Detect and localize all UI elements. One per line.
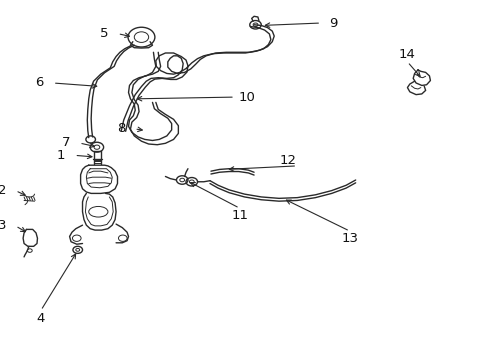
Text: 5: 5 — [100, 27, 108, 40]
Text: 12: 12 — [279, 154, 296, 167]
Text: 10: 10 — [238, 91, 255, 104]
Text: 7: 7 — [61, 136, 70, 149]
Text: 3: 3 — [0, 219, 6, 232]
Text: 9: 9 — [328, 17, 337, 30]
Text: 14: 14 — [398, 48, 415, 60]
Text: 13: 13 — [341, 233, 358, 246]
Text: 2: 2 — [0, 184, 6, 197]
Text: 8: 8 — [117, 122, 125, 135]
Text: 11: 11 — [231, 210, 248, 222]
Text: 4: 4 — [37, 312, 45, 325]
Text: 6: 6 — [35, 76, 43, 90]
Text: 1: 1 — [57, 149, 65, 162]
